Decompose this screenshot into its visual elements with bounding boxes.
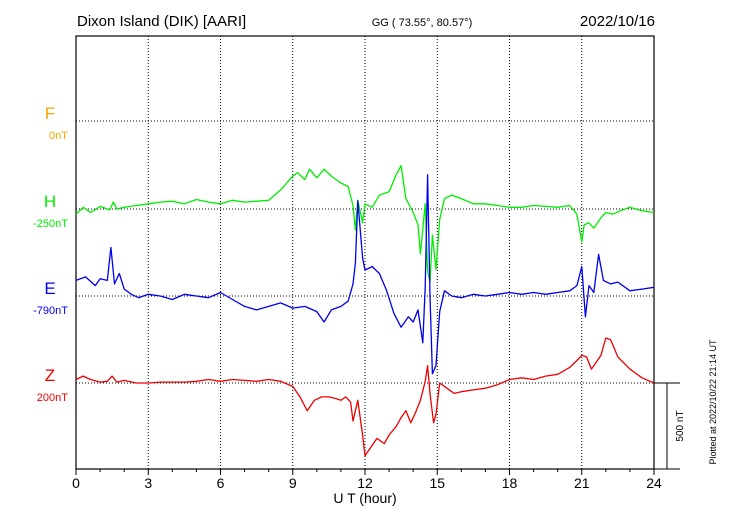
series-baseline-e: -790nT	[33, 305, 68, 317]
scale-bar-label: 500 nT	[675, 410, 686, 441]
trace-e	[75, 174, 655, 375]
station-coords: GG ( 73.55°, 80.57°)	[372, 17, 473, 29]
trace-h	[75, 165, 655, 283]
x-tick-label: 0	[72, 475, 80, 491]
x-axis-label: U T (hour)	[333, 490, 396, 506]
series-name-z: Z	[45, 366, 55, 385]
trace-z	[75, 337, 655, 457]
plot-date: 2022/10/16	[580, 13, 655, 30]
x-tick-label: 3	[144, 475, 152, 491]
series-labels: F 0nT H -250nT E -790nT Z 200nT	[33, 104, 68, 404]
scale-bar: 500 nT	[654, 382, 686, 470]
x-tick-label: 24	[646, 475, 662, 491]
x-axis: 0 3 6 9 12 15 18 21 24	[72, 469, 662, 491]
grid-lines	[76, 36, 654, 469]
plotted-timestamp: Plotted at 2022/10/22 21:14 UT	[708, 339, 718, 465]
x-tick-label: 9	[289, 475, 297, 491]
series-traces	[75, 165, 655, 457]
x-tick-label: 15	[429, 475, 445, 491]
series-name-h: H	[44, 192, 56, 211]
x-tick-label: 12	[357, 475, 373, 491]
series-baseline-h: -250nT	[33, 218, 68, 230]
x-tick-label: 6	[217, 475, 225, 491]
series-baseline-z: 200nT	[37, 392, 68, 404]
station-title: Dixon Island (DIK) [AARI]	[77, 13, 246, 30]
series-name-e: E	[44, 279, 55, 298]
series-name-f: F	[45, 104, 55, 123]
series-baseline-f: 0nT	[49, 130, 68, 142]
x-tick-label: 18	[502, 475, 518, 491]
x-tick-label: 21	[574, 475, 590, 491]
